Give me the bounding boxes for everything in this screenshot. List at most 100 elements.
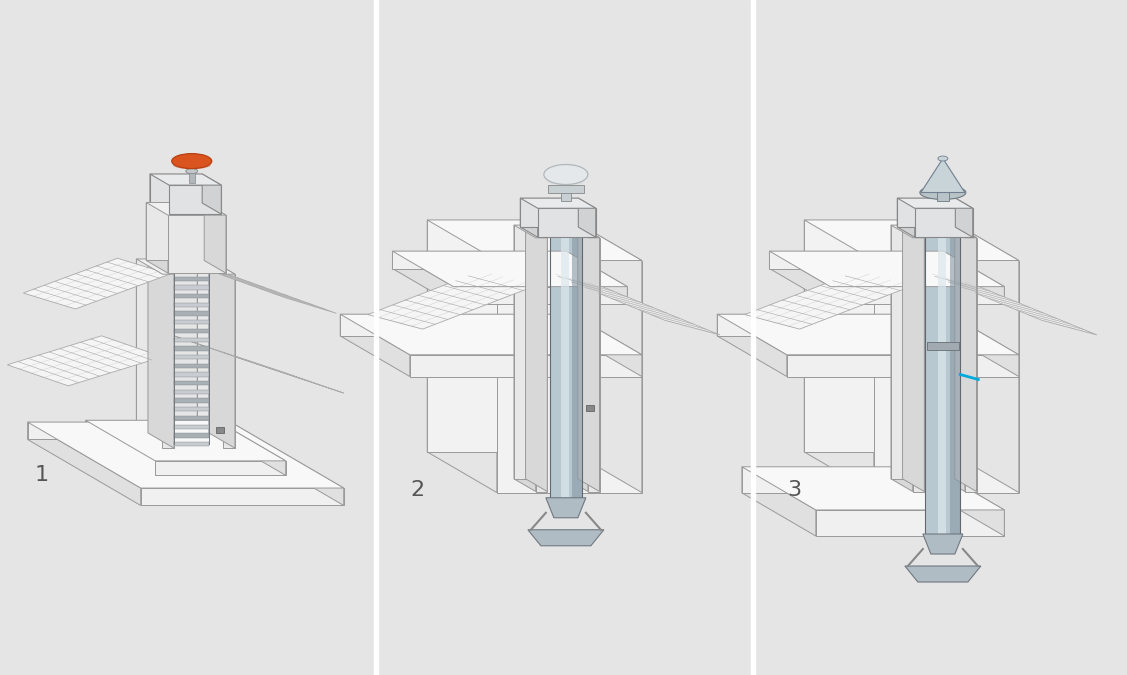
Polygon shape [367, 271, 535, 329]
Polygon shape [175, 346, 210, 350]
Polygon shape [805, 220, 1019, 261]
Bar [374, 0, 378, 675]
Polygon shape [742, 467, 931, 493]
Polygon shape [514, 225, 548, 238]
Polygon shape [175, 207, 210, 211]
Polygon shape [175, 286, 210, 290]
Polygon shape [27, 422, 231, 439]
Polygon shape [175, 355, 210, 359]
Polygon shape [136, 259, 174, 274]
Polygon shape [136, 259, 162, 448]
Polygon shape [514, 225, 525, 479]
Polygon shape [521, 198, 596, 209]
Polygon shape [805, 220, 873, 493]
Polygon shape [770, 251, 943, 269]
Polygon shape [175, 294, 210, 298]
Polygon shape [86, 421, 156, 475]
Polygon shape [175, 338, 210, 342]
Polygon shape [891, 225, 913, 491]
Polygon shape [175, 329, 210, 333]
Polygon shape [231, 422, 344, 506]
Polygon shape [175, 433, 210, 437]
Polygon shape [922, 271, 1097, 335]
Polygon shape [136, 259, 148, 433]
Polygon shape [527, 530, 604, 546]
Polygon shape [175, 181, 210, 186]
Polygon shape [745, 271, 913, 329]
Bar [937, 188, 949, 200]
Polygon shape [175, 442, 210, 446]
Bar [926, 342, 959, 350]
Polygon shape [717, 314, 1019, 355]
Polygon shape [7, 335, 162, 386]
Polygon shape [175, 407, 210, 412]
Polygon shape [717, 314, 949, 336]
Polygon shape [150, 174, 221, 185]
Polygon shape [216, 421, 286, 475]
Polygon shape [955, 225, 976, 491]
Polygon shape [567, 251, 628, 304]
Polygon shape [175, 242, 210, 246]
Polygon shape [197, 259, 234, 274]
Bar [586, 405, 594, 411]
Polygon shape [162, 274, 174, 448]
Polygon shape [943, 251, 1004, 304]
Polygon shape [197, 259, 208, 433]
Polygon shape [168, 215, 225, 273]
Polygon shape [175, 225, 210, 229]
Ellipse shape [172, 161, 211, 169]
Ellipse shape [938, 156, 948, 161]
Ellipse shape [186, 169, 197, 173]
Polygon shape [392, 251, 453, 304]
Polygon shape [943, 225, 965, 491]
Polygon shape [873, 261, 1019, 493]
Polygon shape [550, 200, 582, 497]
Polygon shape [897, 198, 956, 227]
Polygon shape [949, 220, 1019, 493]
Text: 2: 2 [410, 480, 424, 500]
Polygon shape [175, 268, 210, 272]
Polygon shape [965, 238, 976, 491]
Polygon shape [175, 364, 210, 368]
Polygon shape [150, 174, 202, 203]
Polygon shape [525, 225, 548, 491]
Polygon shape [923, 534, 962, 554]
Polygon shape [521, 198, 578, 227]
Polygon shape [175, 425, 210, 429]
Bar [751, 0, 755, 675]
Polygon shape [521, 198, 538, 238]
Ellipse shape [920, 186, 966, 200]
Polygon shape [86, 421, 286, 461]
Polygon shape [561, 200, 569, 497]
Polygon shape [175, 277, 210, 281]
Polygon shape [943, 225, 976, 238]
Polygon shape [891, 225, 924, 238]
Polygon shape [950, 200, 960, 534]
Polygon shape [175, 389, 210, 394]
Polygon shape [538, 209, 596, 238]
Polygon shape [573, 220, 642, 493]
Polygon shape [156, 461, 286, 475]
Polygon shape [175, 216, 210, 220]
Polygon shape [27, 422, 141, 506]
Polygon shape [573, 200, 582, 497]
Bar [548, 184, 584, 192]
Polygon shape [175, 311, 210, 316]
Bar [216, 427, 224, 433]
Polygon shape [175, 233, 210, 238]
Polygon shape [816, 510, 1004, 536]
Text: 1: 1 [35, 465, 50, 485]
Polygon shape [514, 225, 535, 491]
Polygon shape [223, 274, 234, 448]
Polygon shape [148, 259, 174, 448]
Polygon shape [770, 251, 831, 304]
Polygon shape [742, 467, 816, 536]
Polygon shape [578, 198, 596, 238]
Polygon shape [197, 259, 223, 448]
Polygon shape [921, 159, 965, 192]
Polygon shape [174, 335, 344, 393]
Polygon shape [150, 174, 169, 214]
Polygon shape [176, 259, 337, 313]
Polygon shape [903, 225, 924, 491]
Polygon shape [175, 190, 210, 194]
